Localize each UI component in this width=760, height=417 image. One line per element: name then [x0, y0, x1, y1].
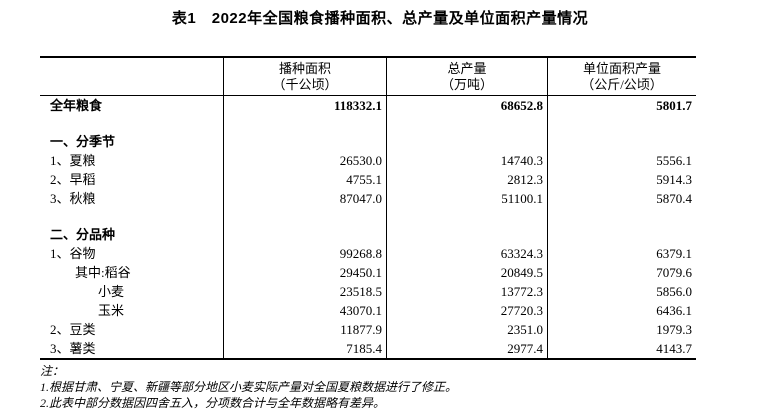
row-value	[223, 132, 386, 151]
table-row: 其中:稻谷 29450.1 20849.5 7079.6	[40, 263, 696, 282]
header-total-output-label: 总产量	[447, 61, 487, 76]
row-value	[386, 225, 547, 244]
grain-statistics-table: 播种面积 （千公顷） 总产量 （万吨） 单位面积产量 （公斤/公顷） 全年粮食 1…	[40, 56, 696, 360]
header-yield-unit: （公斤/公顷）	[581, 77, 663, 92]
row-value: 5914.3	[547, 170, 696, 189]
row-value: 2977.4	[386, 339, 547, 358]
footnote-label: 注：	[40, 364, 65, 378]
row-value: 4755.1	[223, 170, 386, 189]
row-value	[386, 115, 547, 132]
table-row: 二、分品种	[40, 225, 696, 244]
table-row: 2、豆类 11877.9 2351.0 1979.3	[40, 320, 696, 339]
row-label: 2、豆类	[50, 322, 96, 337]
table-row: 2、早稻 4755.1 2812.3 5914.3	[40, 170, 696, 189]
header-cell-yield: 单位面积产量 （公斤/公顷）	[547, 58, 696, 95]
table-row: 3、秋粮 87047.0 51100.1 5870.4	[40, 189, 696, 208]
row-value: 5856.0	[547, 282, 696, 301]
row-value: 6436.1	[547, 301, 696, 320]
table-row: 1、谷物 99268.8 63324.3 6379.1	[40, 244, 696, 263]
row-value: 4143.7	[547, 339, 696, 358]
row-value	[223, 115, 386, 132]
table-body: 全年粮食 118332.1 68652.8 5801.7 一、分季节 1、夏粮 26530.…	[40, 96, 696, 358]
row-value: 43070.1	[223, 301, 386, 320]
row-value: 29450.1	[223, 263, 386, 282]
header-cell-total-output: 总产量 （万吨）	[386, 58, 547, 95]
row-label: 玉米	[98, 303, 125, 318]
row-label	[40, 115, 223, 132]
row-label: 2、早稻	[50, 172, 96, 187]
row-value	[386, 132, 547, 151]
row-value: 6379.1	[547, 244, 696, 263]
row-value: 27720.3	[386, 301, 547, 320]
header-yield-label: 单位面积产量	[582, 61, 661, 76]
row-value: 99268.8	[223, 244, 386, 263]
footnotes: 注： 1.根据甘肃、宁夏、新疆等部分地区小麦实际产量对全国夏粮数据进行了修正。 …	[40, 363, 740, 411]
row-value: 5870.4	[547, 189, 696, 208]
row-value: 118332.1	[223, 96, 386, 115]
page-title: 表1 2022年全国粮食播种面积、总产量及单位面积产量情况	[171, 10, 589, 27]
row-value	[386, 208, 547, 225]
table-row: 1、夏粮 26530.0 14740.3 5556.1	[40, 151, 696, 170]
row-value: 87047.0	[223, 189, 386, 208]
row-value: 51100.1	[386, 189, 547, 208]
table-row: 3、薯类 7185.4 2977.4 4143.7	[40, 339, 696, 358]
row-value: 2812.3	[386, 170, 547, 189]
row-value	[547, 115, 696, 132]
row-value: 20849.5	[386, 263, 547, 282]
row-value: 13772.3	[386, 282, 547, 301]
footnote-item: 1.根据甘肃、宁夏、新疆等部分地区小麦实际产量对全国夏粮数据进行了修正。	[40, 380, 458, 394]
header-sown-area-label: 播种面积	[278, 61, 331, 76]
row-value: 11877.9	[223, 320, 386, 339]
row-value: 23518.5	[223, 282, 386, 301]
footnote-item: 2.此表中部分数据因四舍五入，分项数合计与全年数据略有差异。	[40, 396, 386, 410]
row-value: 26530.0	[223, 151, 386, 170]
row-value: 14740.3	[386, 151, 547, 170]
row-value: 2351.0	[386, 320, 547, 339]
row-label: 全年粮食	[50, 98, 103, 113]
row-label: 小麦	[98, 284, 125, 299]
row-label: 3、秋粮	[50, 191, 96, 206]
table-row: 一、分季节	[40, 132, 696, 151]
table-row: 小麦 23518.5 13772.3 5856.0	[40, 282, 696, 301]
row-value	[223, 208, 386, 225]
header-cell-sown-area: 播种面积 （千公顷）	[223, 58, 386, 95]
row-label: 1、夏粮	[50, 153, 96, 168]
header-cell-stub	[40, 58, 223, 95]
row-label: 1、谷物	[50, 246, 96, 261]
row-label: 一、分季节	[50, 134, 116, 149]
header-total-output-unit: （万吨）	[440, 77, 493, 92]
table-spacer-row	[40, 115, 696, 132]
row-value	[547, 132, 696, 151]
row-value	[223, 225, 386, 244]
row-value	[547, 208, 696, 225]
row-value: 63324.3	[386, 244, 547, 263]
row-label: 3、薯类	[50, 341, 96, 356]
table-header-row: 播种面积 （千公顷） 总产量 （万吨） 单位面积产量 （公斤/公顷）	[40, 58, 696, 96]
table-row: 玉米 43070.1 27720.3 6436.1	[40, 301, 696, 320]
row-value: 5556.1	[547, 151, 696, 170]
row-label: 二、分品种	[50, 227, 116, 242]
row-label: 其中:稻谷	[75, 265, 131, 280]
row-value: 1979.3	[547, 320, 696, 339]
row-value: 68652.8	[386, 96, 547, 115]
row-label	[40, 208, 223, 225]
row-value: 7185.4	[223, 339, 386, 358]
table-spacer-row	[40, 208, 696, 225]
table-row: 全年粮食 118332.1 68652.8 5801.7	[40, 96, 696, 115]
row-value: 7079.6	[547, 263, 696, 282]
row-value	[547, 225, 696, 244]
row-value: 5801.7	[547, 96, 696, 115]
header-sown-area-unit: （千公顷）	[272, 77, 338, 92]
